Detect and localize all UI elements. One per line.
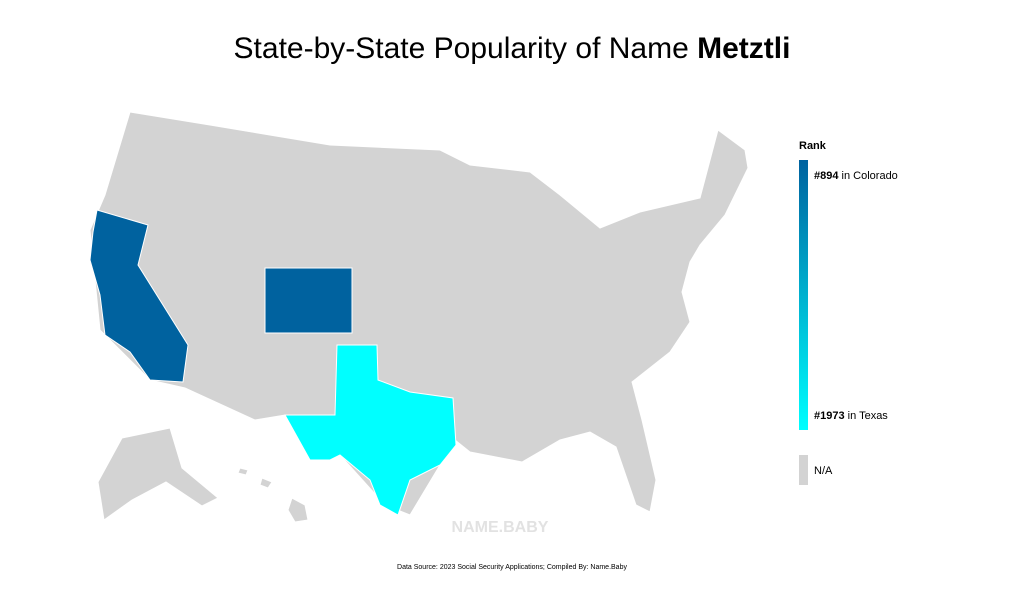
title-text: State-by-State Popularity of Name — [234, 32, 689, 65]
hawaii — [237, 467, 249, 476]
title: State-by-State Popularity of Name Metztl… — [234, 32, 791, 65]
legend-na: N/A — [814, 465, 833, 477]
state — [284, 344, 457, 516]
hawaii — [259, 477, 273, 489]
title-name: Metztli — [697, 32, 790, 65]
legend-state: in Colorado — [842, 170, 898, 182]
us-mainland — [89, 111, 749, 516]
legend-rank: #1973 — [814, 410, 845, 422]
legend-na-swatch — [799, 455, 808, 485]
state — [264, 267, 353, 334]
legend-state: in Texas — [848, 410, 889, 422]
alaska — [97, 427, 219, 521]
legend-rank: #894 — [814, 170, 839, 182]
watermark: NAME.BABY — [452, 519, 549, 536]
legend-low: #1973 in Texas — [814, 410, 888, 422]
us-map — [89, 111, 749, 523]
state — [89, 209, 189, 383]
source: Data Source: 2023 Social Security Applic… — [397, 564, 627, 571]
legend-high: #894 in Colorado — [814, 170, 898, 182]
legend-title: Rank — [799, 140, 827, 152]
legend-gradient — [799, 160, 808, 430]
hawaii — [287, 497, 309, 523]
